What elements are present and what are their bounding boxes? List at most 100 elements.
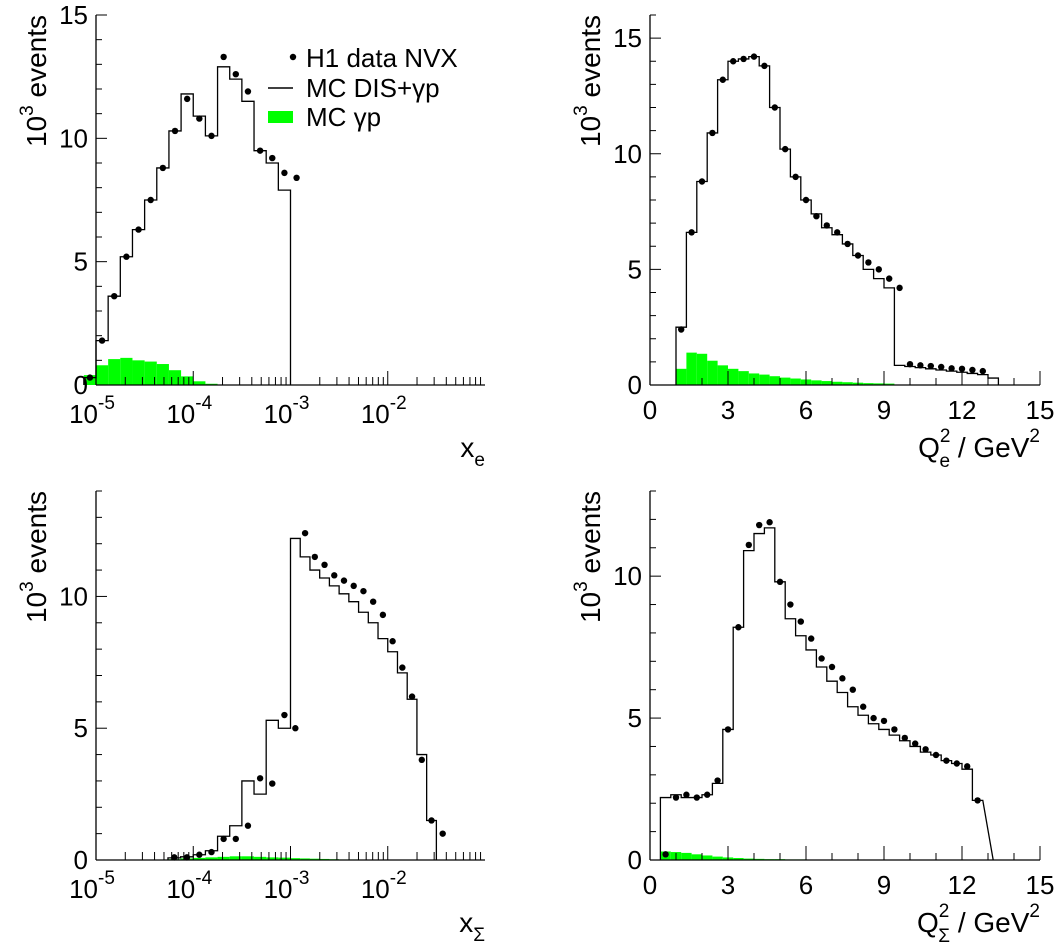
data-series [662,519,981,858]
x-tick-label: 10-3 [264,868,310,904]
data-point [787,601,794,608]
data-point [750,53,758,60]
mc-gp-bar [842,382,853,385]
x-label-sub: Σ [938,926,950,944]
data-point [281,169,288,177]
mc-gp-bar [873,383,884,385]
data-point [86,374,94,381]
mc-gp-bar [712,856,723,860]
data-point [979,367,986,375]
mc-gp-bar [193,857,206,860]
data-point [220,53,227,61]
data-point [802,196,810,204]
y-tick-label: 10 [59,123,88,153]
data-point [698,178,706,185]
x-tick-label: 10-4 [166,868,212,904]
data-point [293,174,300,181]
mc-gp-bar [205,857,218,860]
mc-gp-bar [728,368,739,385]
mc-gp-bar [156,364,169,385]
panel-xe: 0 5 10 15 10-5 10-4 10-3 10-2 103 events xe [17,0,485,471]
y-axis-label: 103 events [17,491,52,623]
data-point [730,58,737,65]
x-label-sup: 2 [939,901,950,922]
x-tick-label: 0 [643,870,657,900]
data-point [745,541,752,549]
mc-gp-series [83,357,242,385]
data-point [964,763,971,770]
panel-xs: 0 5 10 10-5 10-4 10-3 10-2 103 events xΣ [17,490,485,944]
legend-mc-gp-label: MC γp [306,102,381,132]
data-point [244,88,252,95]
data-point [958,365,966,373]
data-point [714,777,721,784]
data-point [761,62,768,70]
mc-gp-bar [309,858,320,860]
y-axis-label: 103 events [571,491,606,623]
mc-gp-bar [132,360,145,385]
data-point [891,726,898,733]
mc-gp-bar [229,856,242,860]
data-point [244,822,252,829]
data-point [159,164,167,172]
x-tick-label: 12 [948,870,977,900]
x-tick-label: 0 [643,395,657,425]
x-tick-label: 10-2 [361,393,407,429]
x-label-main: Q [918,432,940,463]
data-point [839,675,846,682]
data-point [196,851,203,858]
mc-total-line [83,66,292,385]
mc-gp-bar [811,380,822,385]
data-point [865,259,872,266]
data-point [834,229,841,236]
data-point [792,173,799,181]
x-tick-label: 3 [721,870,735,900]
data-point [183,95,191,103]
mc-gp-bar [300,858,310,860]
mc-gp-bar [108,359,121,385]
x-label-sub: e [474,450,485,471]
data-point [870,714,877,722]
data-point [854,252,862,259]
x-label-tail-sup: 2 [1029,426,1040,447]
mc-gp-bar [717,365,728,385]
data-point [917,362,924,369]
mc-gp-bar [832,381,843,385]
legend-data-label: H1 data NVX [306,43,458,73]
data-point [704,791,711,798]
x-tick-label: 10-4 [166,393,212,429]
data-point [771,104,778,111]
data-point [672,794,680,801]
x-label-sub: e [939,451,950,472]
x-tick-label: 6 [799,870,813,900]
data-point [171,854,178,861]
x-label-main: Q [917,907,939,938]
data-point [439,830,446,837]
x-label-main: x [460,432,474,463]
mc-gp-bar [181,376,194,385]
data-point [360,587,367,595]
data-point [948,365,955,372]
data-point [171,127,179,135]
data-point [969,366,976,374]
mc-gp-series [660,851,827,860]
data-point [808,635,815,642]
mc-gp-bar [759,374,770,385]
data-point [269,780,276,787]
data-point [974,797,981,804]
data-point [740,55,747,63]
data-point [301,529,309,537]
data-point [208,848,215,856]
y-tick-label: 5 [74,247,88,277]
mc-gp-bar [266,857,279,860]
x-label-sub: Σ [473,925,485,944]
mc-gp-bar [821,381,832,385]
x-tick-label: 10-3 [264,393,310,429]
data-point [98,337,106,344]
data-point [818,655,825,662]
legend-mc-gp-swatch [268,111,293,123]
data-point [766,519,773,526]
mc-gp-bar [863,383,874,385]
mc-gp-bar [681,852,692,860]
x-label-tail-sup: 2 [1029,901,1040,922]
